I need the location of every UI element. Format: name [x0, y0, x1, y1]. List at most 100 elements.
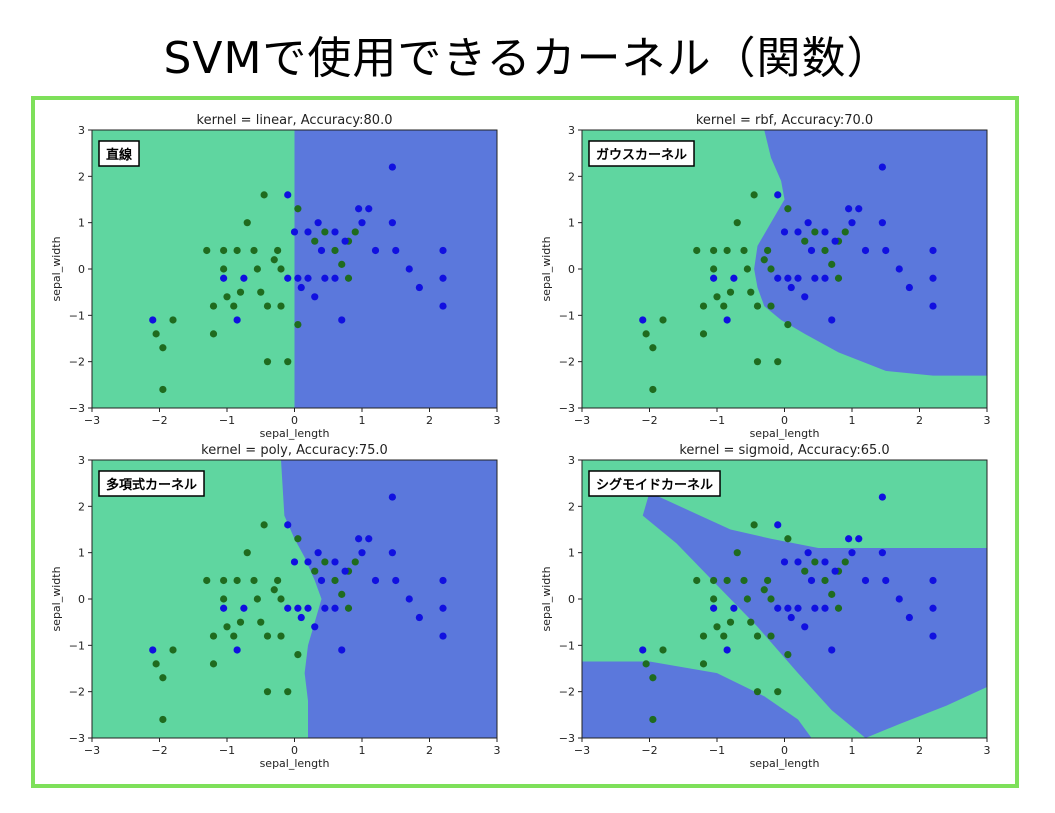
point-class-b [878, 219, 886, 227]
x-tick-label: 2 [426, 744, 433, 757]
point-class-b [821, 228, 829, 236]
point-class-b [439, 302, 447, 310]
point-class-a [726, 288, 735, 296]
point-class-b [290, 558, 299, 566]
point-class-a [760, 586, 768, 594]
point-class-a [723, 246, 731, 255]
y-axis-label: sepal_width [540, 566, 553, 631]
chart-title: kernel = sigmoid, Accuracy:65.0 [679, 443, 889, 458]
point-class-b [290, 228, 299, 236]
point-class-b [774, 191, 782, 199]
y-tick-label: 1 [78, 547, 85, 560]
kernel-tag: 多項式カーネル [98, 470, 205, 497]
x-tick-label: 1 [849, 414, 856, 427]
point-class-b [878, 549, 886, 557]
point-class-b [801, 293, 809, 301]
point-class-b [388, 163, 396, 171]
point-class-b [284, 604, 292, 612]
point-class-a [220, 246, 228, 255]
point-class-b [821, 604, 829, 612]
point-class-b [392, 246, 400, 255]
point-class-b [365, 535, 373, 543]
x-tick-label: 1 [359, 414, 366, 427]
point-class-b [439, 576, 447, 585]
point-class-b [240, 274, 248, 282]
point-class-b [807, 576, 816, 585]
point-class-a [659, 646, 667, 654]
point-class-b [845, 535, 853, 543]
point-class-a [720, 302, 728, 310]
chart-rbf: −3 −2 −1 0 1 2 3 −3 −2 −1 0 1 2 3 kernel = rbf, Accura… [540, 113, 991, 440]
region-class-b [281, 460, 497, 738]
point-class-b [439, 632, 447, 640]
region-class-b [754, 130, 987, 376]
kernel-tag-box [98, 140, 140, 167]
point-class-b [639, 316, 647, 324]
point-class-a [649, 715, 657, 724]
point-class-b [882, 576, 890, 585]
x-tick-label: −3 [84, 744, 100, 757]
point-class-a [828, 590, 836, 598]
point-class-a [699, 660, 708, 668]
point-class-a [767, 265, 775, 273]
region-class-b [294, 130, 497, 408]
point-class-a [351, 228, 359, 236]
x-tick-label: 3 [494, 414, 501, 427]
point-class-b [439, 274, 447, 282]
y-tick-label: 0 [568, 263, 575, 276]
x-tick-label: −2 [641, 414, 657, 427]
point-class-a [250, 576, 258, 585]
point-class-a [233, 576, 241, 585]
point-class-b [848, 549, 856, 557]
y-axis-label: sepal_width [50, 566, 63, 631]
point-class-a [243, 219, 251, 227]
x-tick-label: 0 [291, 414, 298, 427]
y-tick-label: 2 [78, 170, 85, 183]
point-class-a [331, 246, 339, 255]
point-class-a [764, 576, 772, 585]
point-class-b [794, 274, 802, 282]
x-tick-label: −1 [219, 414, 235, 427]
point-class-a [811, 558, 819, 566]
point-class-b [774, 521, 782, 529]
point-class-b [355, 535, 363, 543]
x-tick-label: −3 [84, 414, 100, 427]
x-tick-label: 3 [984, 744, 991, 757]
y-axis-label: sepal_width [50, 236, 63, 301]
point-class-a [760, 256, 768, 264]
point-class-a [159, 344, 167, 352]
point-class-b [774, 274, 782, 282]
region-class-b [642, 492, 987, 738]
point-class-a [159, 674, 167, 682]
y-tick-label: 3 [568, 454, 575, 467]
kernel-tag-label: 直線 [106, 147, 133, 163]
point-class-b [821, 274, 829, 282]
point-class-b [388, 493, 396, 501]
point-class-b [794, 604, 802, 612]
point-class-a [710, 265, 718, 273]
y-tick-label: 3 [568, 124, 575, 137]
kernel-tag: シグモイドカーネル [588, 470, 721, 497]
kernel-tag-box [588, 140, 695, 167]
point-class-a [767, 595, 775, 603]
point-class-b [297, 283, 305, 292]
point-class-b [304, 274, 312, 282]
point-class-a [169, 316, 177, 324]
point-class-b [321, 274, 329, 282]
point-class-b [831, 237, 839, 245]
point-class-a [260, 521, 268, 529]
point-class-a [294, 651, 302, 659]
point-class-a [774, 358, 782, 366]
point-class-b [821, 558, 829, 566]
x-tick-label: −2 [151, 414, 167, 427]
point-class-a [767, 302, 775, 310]
y-tick-label: 2 [568, 500, 575, 513]
y-tick-label: 1 [568, 217, 575, 230]
point-class-b [388, 549, 396, 557]
point-class-b [331, 228, 339, 236]
point-class-a [642, 660, 650, 668]
chart-linear: −3 −2 −1 0 1 2 3 −3 −2 −1 0 1 2 3 kernel = linear, Acc… [50, 113, 501, 440]
y-tick-label: −2 [559, 686, 575, 699]
x-tick-label: 0 [291, 744, 298, 757]
y-tick-label: 3 [78, 454, 85, 467]
